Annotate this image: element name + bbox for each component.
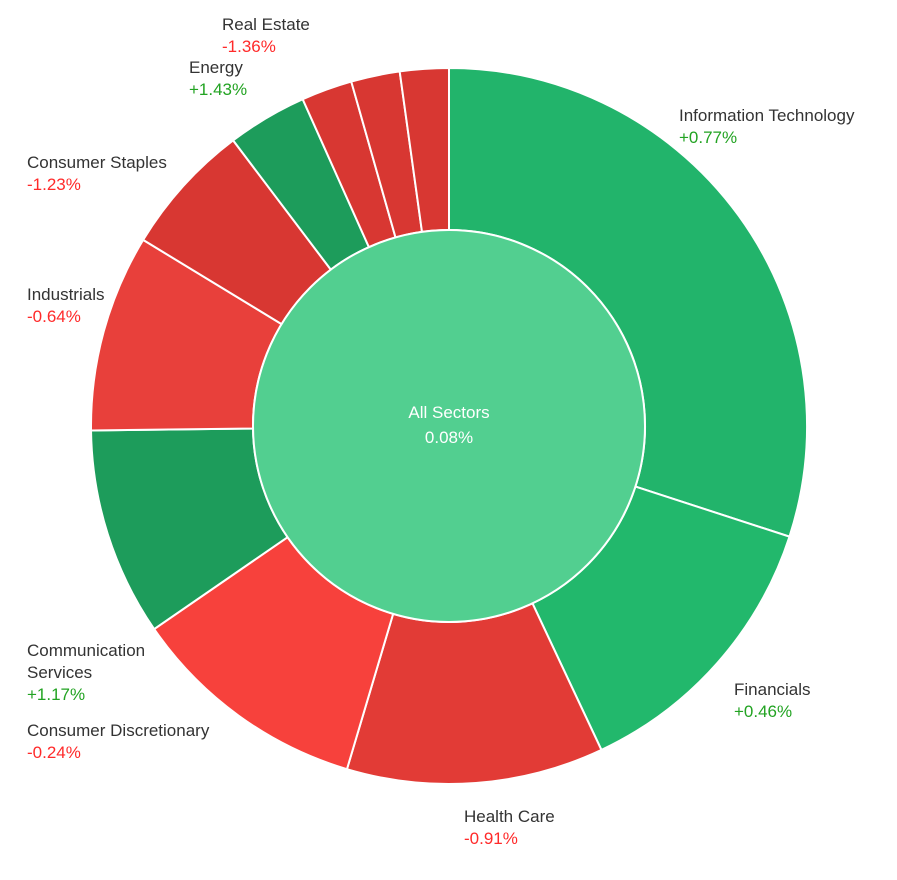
center-label: All Sectors bbox=[408, 403, 489, 422]
label-real-estate: Real Estate -1.36% bbox=[222, 15, 310, 56]
sector-name: Financials bbox=[734, 680, 811, 699]
sector-change: -0.64% bbox=[27, 307, 81, 326]
sector-change: -1.36% bbox=[222, 37, 276, 56]
label-consumer-staples: Consumer Staples -1.23% bbox=[27, 153, 167, 194]
center-value: 0.08% bbox=[425, 428, 473, 447]
sector-change: -1.23% bbox=[27, 175, 81, 194]
sector-change: -0.91% bbox=[464, 829, 518, 848]
label-financials: Financials +0.46% bbox=[734, 680, 811, 721]
label-information-technology: Information Technology +0.77% bbox=[679, 106, 855, 147]
sector-name: Energy bbox=[189, 58, 243, 77]
label-health-care: Health Care -0.91% bbox=[464, 807, 555, 848]
sector-change: +0.77% bbox=[679, 128, 737, 147]
center-circle-all-sectors[interactable] bbox=[252, 229, 646, 623]
sector-name: Information Technology bbox=[679, 106, 855, 125]
sector-name: Consumer Staples bbox=[27, 153, 167, 172]
sector-change: +0.46% bbox=[734, 702, 792, 721]
sector-change: +1.43% bbox=[189, 80, 247, 99]
sector-name: Industrials bbox=[27, 285, 104, 304]
sector-name: Health Care bbox=[464, 807, 555, 826]
sector-change: +1.17% bbox=[27, 685, 85, 704]
sector-change: -0.24% bbox=[27, 743, 81, 762]
label-energy: Energy +1.43% bbox=[189, 58, 247, 99]
sector-name: Real Estate bbox=[222, 15, 310, 34]
label-communication-services: Communication Services +1.17% bbox=[27, 641, 145, 704]
sector-name: Services bbox=[27, 663, 92, 682]
label-consumer-discretionary: Consumer Discretionary -0.24% bbox=[27, 721, 210, 762]
sector-name: Consumer Discretionary bbox=[27, 721, 210, 740]
sector-name: Communication bbox=[27, 641, 145, 660]
label-industrials: Industrials -0.64% bbox=[27, 285, 104, 326]
